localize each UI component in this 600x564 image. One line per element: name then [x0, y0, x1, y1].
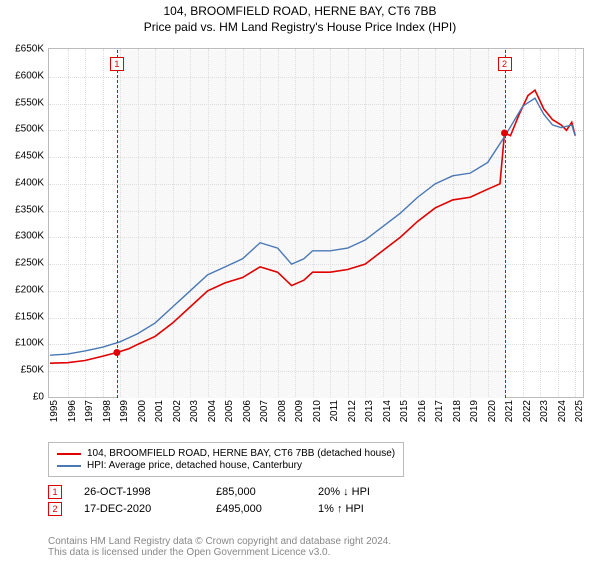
y-tick-label: £500K [15, 124, 44, 135]
x-tick-label: 1995 [49, 400, 60, 422]
chart: 12 £0£50K£100K£150K£200K£250K£300K£350K£… [48, 48, 584, 398]
x-tick-label: 2014 [382, 400, 393, 422]
x-tick-label: 2023 [539, 400, 550, 422]
x-tick-label: 2015 [399, 400, 410, 422]
title-line2: Price paid vs. HM Land Registry's House … [0, 20, 600, 34]
marker-1: 1 [110, 57, 124, 71]
y-tick-label: £550K [15, 97, 44, 108]
x-tick-label: 2024 [557, 400, 568, 422]
footnote: Contains HM Land Registry data © Crown c… [48, 536, 391, 558]
x-tick-label: 1998 [102, 400, 113, 422]
x-tick-label: 2007 [259, 400, 270, 422]
y-tick-label: £450K [15, 151, 44, 162]
y-tick-label: £200K [15, 284, 44, 295]
y-tick-label: £650K [15, 44, 44, 55]
y-tick-label: £100K [15, 338, 44, 349]
x-tick-label: 2025 [574, 400, 585, 422]
marker-2: 2 [498, 57, 512, 71]
sales-table: 126-OCT-1998£85,00020% ↓ HPI 217-DEC-2020… [48, 482, 370, 519]
x-tick-label: 2016 [417, 400, 428, 422]
sale-row: 126-OCT-1998£85,00020% ↓ HPI [48, 485, 370, 499]
x-tick-label: 2008 [277, 400, 288, 422]
x-tick-label: 2000 [137, 400, 148, 422]
x-tick-label: 2004 [207, 400, 218, 422]
y-tick-label: £250K [15, 258, 44, 269]
y-tick-label: £400K [15, 177, 44, 188]
x-tick-label: 2002 [172, 400, 183, 422]
x-tick-label: 2009 [294, 400, 305, 422]
x-tick-label: 1999 [119, 400, 130, 422]
footnote-line1: Contains HM Land Registry data © Crown c… [48, 536, 391, 547]
legend: 104, BROOMFIELD ROAD, HERNE BAY, CT6 7BB… [48, 442, 404, 477]
y-tick-label: £150K [15, 311, 44, 322]
series-hpi [50, 98, 575, 355]
x-tick-label: 2012 [347, 400, 358, 422]
series-property [50, 90, 575, 363]
plot-frame: 12 [48, 48, 584, 398]
x-tick-label: 2022 [522, 400, 533, 422]
x-tick-label: 2020 [487, 400, 498, 422]
x-tick-label: 2013 [364, 400, 375, 422]
x-tick-label: 1996 [67, 400, 78, 422]
x-tick-label: 2005 [224, 400, 235, 422]
x-tick-label: 2003 [189, 400, 200, 422]
x-tick-label: 2018 [452, 400, 463, 422]
x-tick-label: 2021 [504, 400, 515, 422]
y-tick-label: £0 [33, 392, 44, 403]
legend-item: 104, BROOMFIELD ROAD, HERNE BAY, CT6 7BB… [57, 448, 395, 459]
legend-item: HPI: Average price, detached house, Cant… [57, 460, 395, 471]
x-tick-label: 2001 [154, 400, 165, 422]
x-tick-label: 2010 [312, 400, 323, 422]
y-tick-label: £300K [15, 231, 44, 242]
sale-row: 217-DEC-2020£495,0001% ↑ HPI [48, 502, 370, 516]
y-tick-label: £600K [15, 70, 44, 81]
title-line1: 104, BROOMFIELD ROAD, HERNE BAY, CT6 7BB [0, 4, 600, 18]
x-tick-label: 2006 [242, 400, 253, 422]
y-tick-label: £350K [15, 204, 44, 215]
y-tick-label: £50K [21, 365, 44, 376]
x-tick-label: 1997 [84, 400, 95, 422]
x-tick-label: 2019 [469, 400, 480, 422]
footnote-line2: This data is licensed under the Open Gov… [48, 547, 391, 558]
x-tick-label: 2017 [434, 400, 445, 422]
x-tick-label: 2011 [329, 400, 340, 422]
